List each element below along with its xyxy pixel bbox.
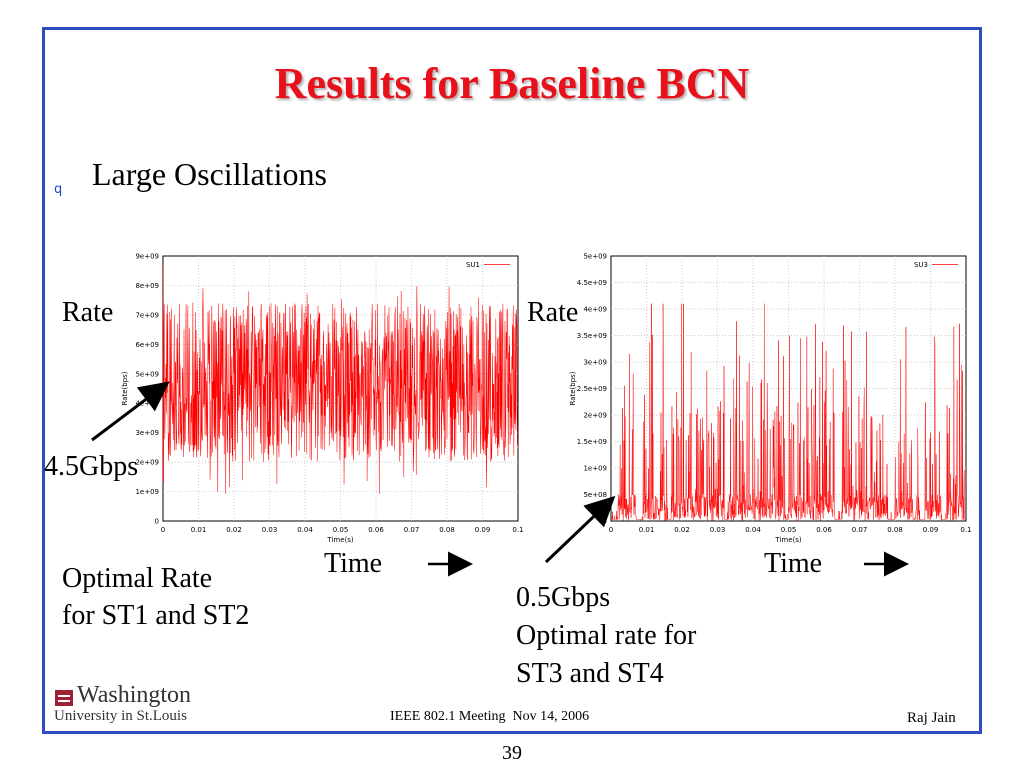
slide-title: Results for Baseline BCN [274,59,750,108]
series-line-SU3 [611,303,966,522]
y-tick-label: 9e+09 [135,253,159,261]
y-axis-label: Rate(bps) [569,371,577,405]
y-tick-label: 1.5e+09 [577,438,607,446]
x-tick-label: 0.01 [191,526,207,534]
y-tick-label: 1e+09 [135,488,159,496]
x-axis-label: Time(s) [774,536,802,544]
y-tick-label: 7e+09 [135,311,159,319]
logo-wordmark: Washington [77,682,192,708]
y-tick-label: 0 [155,518,159,526]
x-tick-label: 0.02 [226,526,242,534]
x-tick-label: 0.04 [297,526,313,534]
y-tick-label: 6e+09 [135,341,159,349]
optimal-gbps-left: 4.5Gbps [44,451,139,482]
time-label-left: Time [324,548,383,579]
legend-label: SU3 [914,261,928,269]
y-tick-label: 2e+09 [135,459,159,467]
page-number: 39 [502,742,522,764]
chart-su1: 01e+092e+093e+094e+095e+096e+097e+098e+0… [121,253,524,545]
optimal-rate-line1-left: Optimal Rate [62,563,213,594]
y-tick-label: 4e+09 [583,306,607,314]
x-tick-label: 0.1 [512,526,523,534]
y-tick-label: 4.5e+09 [577,279,607,287]
chart-su3: 0 5e+08 1e+09 1.5e+09 2e+09 2.5e+09 3e+09 3.5e+… [569,253,972,545]
y-tick-label: 5e+09 [135,370,159,378]
x-tick-label: 0.09 [475,526,491,534]
x-tick-label: 0.08 [439,526,455,534]
x-tick-label: 0.01 [639,526,655,534]
x-axis-label: Time(s) [326,536,354,544]
y-tick-label: 5e+09 [583,253,607,261]
x-tick-label: 0.04 [745,526,761,534]
bullet-marker: q [54,182,63,197]
x-tick-label: 0.03 [710,526,726,534]
arrow-to-left-chart [91,381,170,442]
optimal-rate-line2-right: ST3 and ST4 [516,658,664,689]
x-tick-label: 0.05 [333,526,349,534]
rate-label-right: Rate [527,297,579,328]
x-tick-label: 0.02 [674,526,690,534]
x-tick-label: 0.05 [781,526,797,534]
y-tick-label: 2e+09 [583,412,607,420]
time-label-right: Time [764,548,823,579]
y-tick-label: 3e+09 [135,429,159,437]
x-tick-label: 0 [609,526,613,534]
arrow-to-right-chart [544,495,616,564]
y-tick-label: 8e+09 [135,282,159,290]
optimal-rate-line1-right: Optimal rate for [516,620,697,651]
y-tick-label: 2.5e+09 [577,385,607,393]
optimal-rate-line2-left: for ST1 and ST2 [62,600,250,631]
y-tick-label: 1e+09 [583,465,607,473]
x-tick-label: 0.09 [923,526,939,534]
crest-icon [55,690,73,706]
legend-label: SU1 [466,261,480,269]
university-logo: Washington University in St.Louis [52,682,192,730]
footer-author: Raj Jain [907,710,956,726]
x-tick-label: 0.07 [852,526,868,534]
x-tick-label: 0.08 [887,526,903,534]
footer-meeting: IEEE 802.1 Meeting Nov 14, 2006 [390,709,590,724]
rate-label-left: Rate [62,297,114,328]
optimal-gbps-right: 0.5Gbps [516,582,611,613]
y-tick-label: 3e+09 [583,359,607,367]
x-tick-label: 0 [161,526,165,534]
x-tick-label: 0.1 [960,526,971,534]
x-tick-label: 0.06 [816,526,832,534]
x-tick-label: 0.03 [262,526,278,534]
y-tick-label: 3.5e+09 [577,332,607,340]
x-tick-label: 0.06 [368,526,384,534]
y-axis-label: Rate(bps) [121,371,129,405]
series-line-SU1 [162,264,519,495]
x-tick-label: 0.07 [404,526,420,534]
bullet-text: Large Oscillations [92,156,327,192]
logo-subtext: University in St.Louis [54,708,187,724]
y-tick-label: 5e+08 [583,491,607,499]
